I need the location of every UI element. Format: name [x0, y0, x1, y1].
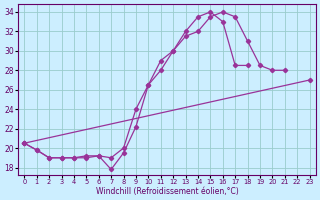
- X-axis label: Windchill (Refroidissement éolien,°C): Windchill (Refroidissement éolien,°C): [96, 187, 238, 196]
